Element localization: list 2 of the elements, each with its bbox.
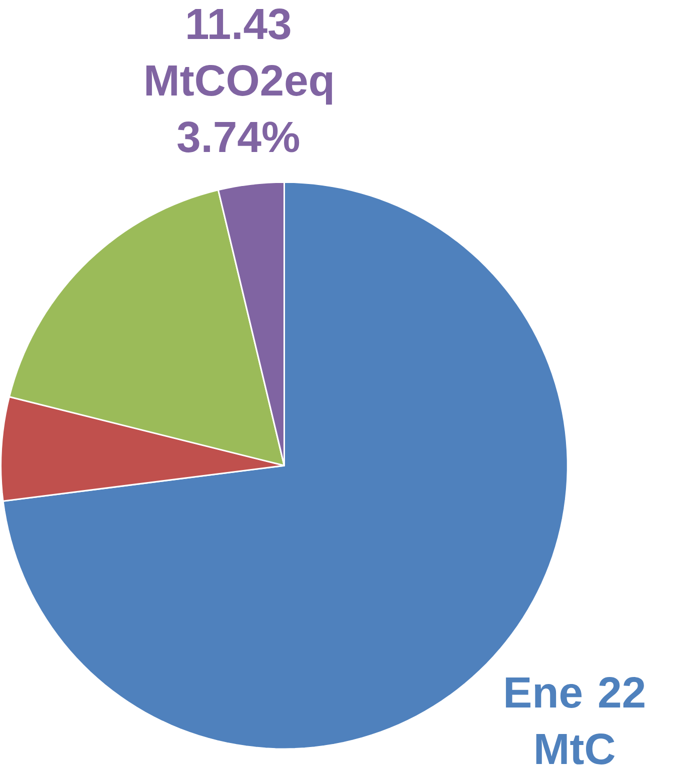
data-label: 11.43 MtCO2eq 3.74% [146, 8, 332, 152]
data-label: Ene 22 MtC [506, 677, 644, 764]
